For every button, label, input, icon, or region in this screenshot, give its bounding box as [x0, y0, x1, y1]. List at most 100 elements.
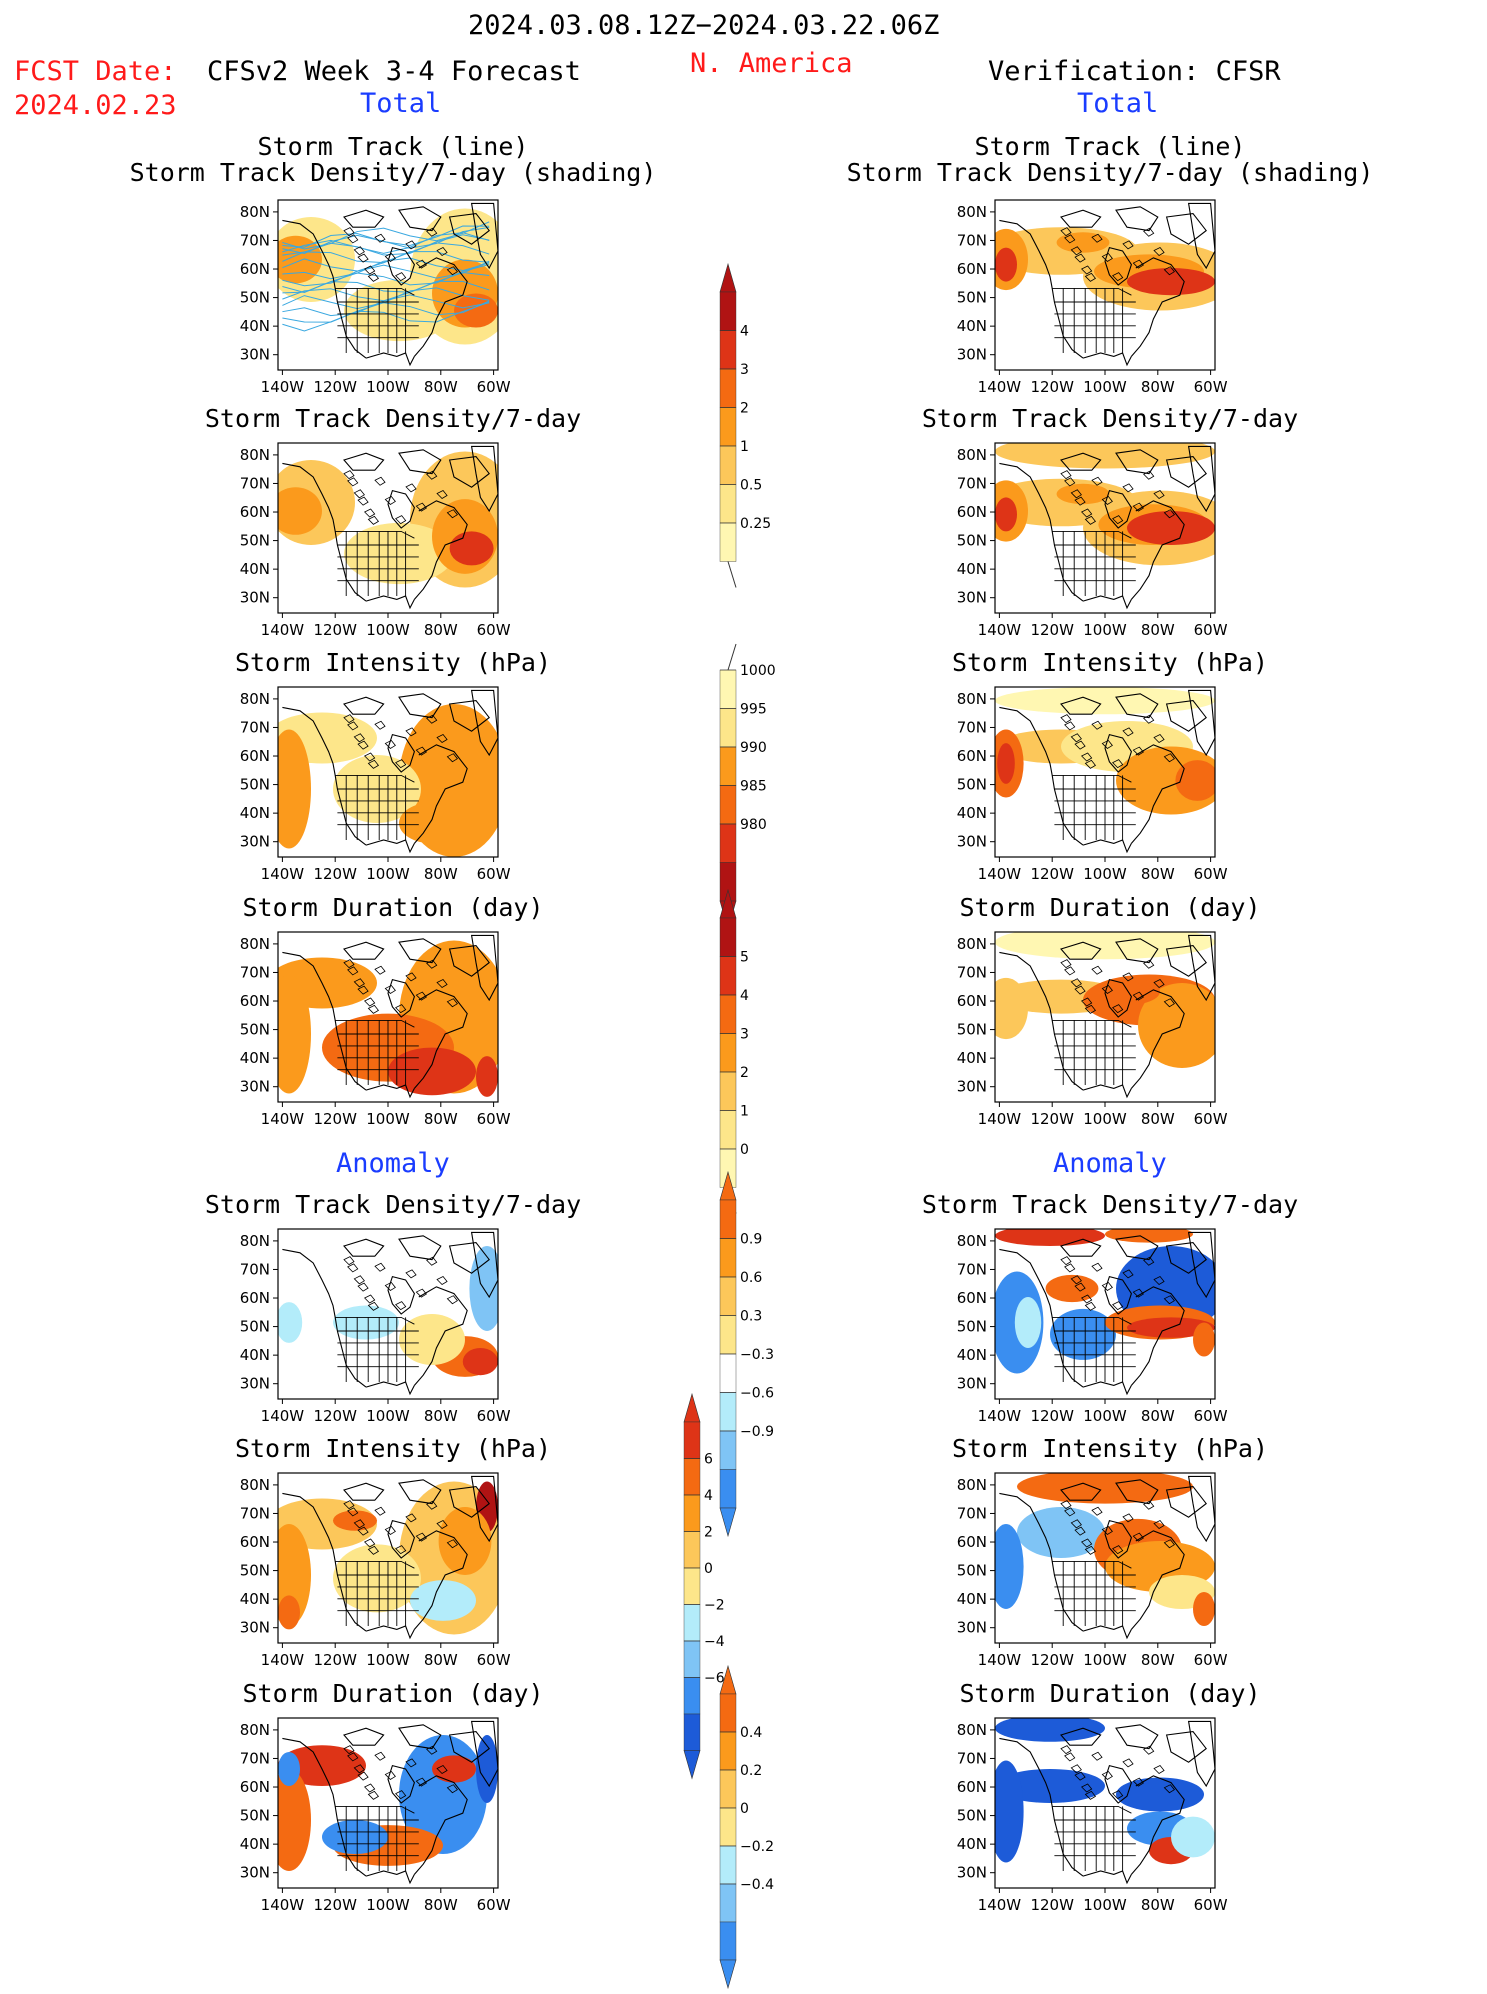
map-density-right: 80N 70N 60N 50N 40N 30N 140W 120W 100W 80W 60W — [917, 433, 1227, 649]
lat-tick-label: 70N — [957, 963, 987, 981]
lat-tick-label: 30N — [957, 1375, 987, 1393]
lat-tick-label: 40N — [240, 804, 270, 822]
lat-tick-label: 50N — [957, 532, 987, 550]
lat-tick-label: 80N — [957, 1476, 987, 1494]
map-duration-left: 80N 70N 60N 50N 40N 30N 140W 120W 100W 80W 60W — [200, 922, 510, 1138]
colorbar-tick-label: 995 — [740, 702, 767, 718]
lon-tick-label: 140W — [261, 1407, 305, 1425]
lat-tick-label: 60N — [957, 503, 987, 521]
lat-tick-label: 50N — [240, 1021, 270, 1039]
title-density-right: Storm Track Density/7-day — [921, 404, 1299, 433]
lat-tick-label: 80N — [240, 203, 270, 221]
lon-tick-label: 140W — [261, 1896, 305, 1914]
lon-tick-label: 80W — [1141, 621, 1175, 639]
colorbar-tick-label: −0.2 — [740, 1839, 774, 1855]
colorbar-tick-label: −0.3 — [740, 1347, 774, 1363]
colorbar-tick-label: 3 — [740, 1027, 749, 1043]
lon-tick-label: 60W — [477, 1110, 510, 1128]
colorbar-tick-label: 980 — [740, 817, 767, 833]
lon-tick-label: 80W — [424, 1896, 458, 1914]
lat-tick-label: 60N — [240, 1778, 270, 1796]
lat-tick-label: 30N — [240, 1864, 270, 1882]
lat-tick-label: 50N — [240, 1807, 270, 1825]
lon-tick-label: 100W — [1083, 1896, 1127, 1914]
map-intensity-anom-left: 80N 70N 60N 50N 40N 30N 140W 120W 100W 80W 60W — [200, 1463, 510, 1679]
lat-tick-label: 30N — [957, 833, 987, 851]
section-total-right: Total — [1077, 88, 1159, 119]
colorbar-tick-label: 4 — [740, 324, 749, 340]
lat-tick-label: 30N — [240, 346, 270, 364]
lon-tick-label: 80W — [424, 378, 458, 396]
lat-tick-label: 60N — [240, 747, 270, 765]
lat-tick-label: 30N — [240, 1078, 270, 1096]
lon-tick-label: 60W — [1194, 1407, 1227, 1425]
lon-tick-label: 60W — [477, 1651, 510, 1669]
map-intensity-right: 80N 70N 60N 50N 40N 30N 140W 120W 100W 80W 60W — [917, 677, 1227, 893]
colorbar-intensity-total: 1000 995 990 985 980 — [714, 640, 804, 935]
lat-tick-label: 70N — [240, 1504, 270, 1522]
lon-tick-label: 120W — [313, 1896, 357, 1914]
map-density-anom-left: 80N 70N 60N 50N 40N 30N 140W 120W 100W 80W 60W — [200, 1219, 510, 1435]
lat-tick-label: 40N — [957, 1835, 987, 1853]
map-duration-right: 80N 70N 60N 50N 40N 30N 140W 120W 100W 80W 60W — [917, 922, 1227, 1138]
title-density-left: Storm Track Density/7-day — [204, 404, 582, 433]
lon-tick-label: 80W — [424, 1110, 458, 1128]
title-track-shading-left: Storm Track Density/7-day (shading) — [129, 158, 657, 187]
lat-tick-label: 70N — [957, 474, 987, 492]
lon-tick-label: 100W — [366, 378, 410, 396]
colorbar-tick-label: 2 — [740, 401, 749, 417]
lat-tick-label: 80N — [240, 1721, 270, 1739]
fcst-date-value: 2024.02.23 — [14, 90, 177, 121]
lat-tick-label: 70N — [240, 474, 270, 492]
region-title: N. America — [690, 48, 853, 79]
lat-tick-label: 40N — [957, 1346, 987, 1364]
lat-tick-label: 50N — [957, 1562, 987, 1580]
lon-tick-label: 60W — [477, 1896, 510, 1914]
colorbar-tick-label: 0 — [740, 1142, 749, 1158]
lon-tick-label: 120W — [1030, 1651, 1074, 1669]
lat-tick-label: 40N — [957, 560, 987, 578]
lat-tick-label: 60N — [957, 260, 987, 278]
lon-tick-label: 120W — [313, 1110, 357, 1128]
date-range-title: 2024.03.08.12Z−2024.03.22.06Z — [468, 10, 940, 41]
colorbar-tick-label: 2 — [704, 1525, 713, 1541]
lat-tick-label: 30N — [240, 589, 270, 607]
lat-tick-label: 40N — [240, 1590, 270, 1608]
lat-tick-label: 70N — [957, 1260, 987, 1278]
lat-tick-label: 30N — [240, 1375, 270, 1393]
title-duration-anom-left: Storm Duration (day) — [242, 1679, 544, 1708]
map-intensity-left: 80N 70N 60N 50N 40N 30N 140W 120W 100W 80W 60W — [200, 677, 510, 893]
lat-tick-label: 70N — [240, 718, 270, 736]
lon-tick-label: 60W — [477, 865, 510, 883]
lat-tick-label: 30N — [240, 833, 270, 851]
colorbar-tick-label: 2 — [740, 1065, 749, 1081]
title-duration-right: Storm Duration (day) — [959, 893, 1261, 922]
lon-tick-label: 80W — [1141, 865, 1175, 883]
lon-tick-label: 140W — [978, 378, 1022, 396]
lon-tick-label: 60W — [1194, 865, 1227, 883]
lon-tick-label: 120W — [1030, 1896, 1074, 1914]
lat-tick-label: 70N — [957, 1749, 987, 1767]
lon-tick-label: 120W — [1030, 865, 1074, 883]
colorbar-tick-label: 0.6 — [740, 1270, 762, 1286]
lon-tick-label: 80W — [424, 865, 458, 883]
title-intensity-right: Storm Intensity (hPa) — [951, 648, 1269, 677]
lon-tick-label: 80W — [1141, 1110, 1175, 1128]
lat-tick-label: 80N — [957, 203, 987, 221]
lat-tick-label: 50N — [240, 532, 270, 550]
colorbar-tick-label: 0.25 — [740, 516, 771, 532]
lat-tick-label: 60N — [240, 503, 270, 521]
map-duration-anom-right: 80N 70N 60N 50N 40N 30N 140W 120W 100W 80W 60W — [917, 1708, 1227, 1924]
colorbar-tick-label: 0.5 — [740, 478, 762, 494]
lat-tick-label: 50N — [957, 1318, 987, 1336]
lat-tick-label: 80N — [240, 1232, 270, 1250]
lon-tick-label: 120W — [313, 621, 357, 639]
lat-tick-label: 40N — [957, 804, 987, 822]
lon-tick-label: 80W — [1141, 1896, 1175, 1914]
lon-tick-label: 120W — [313, 378, 357, 396]
lat-tick-label: 80N — [240, 935, 270, 953]
colorbar-tick-label: 3 — [740, 362, 749, 378]
lon-tick-label: 100W — [366, 621, 410, 639]
lat-tick-label: 50N — [957, 1021, 987, 1039]
lat-tick-label: 40N — [957, 1590, 987, 1608]
